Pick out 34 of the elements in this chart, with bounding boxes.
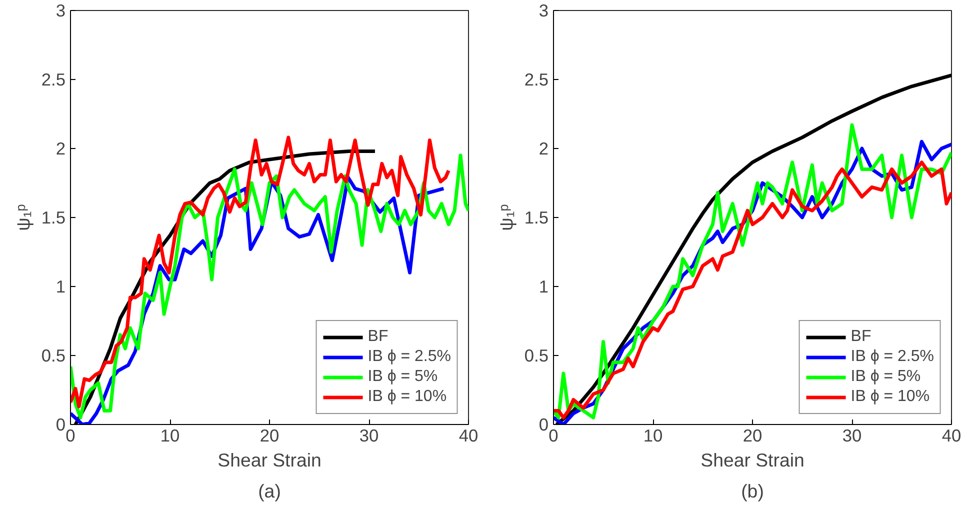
x-axis-title: Shear Strain <box>700 450 804 470</box>
y-tick-label: 1.5 <box>41 208 66 228</box>
legend-label: IB ϕ = 2.5% <box>850 348 934 366</box>
x-tick-label: 40 <box>458 426 478 446</box>
x-tick-label: 10 <box>160 426 180 446</box>
y-tick-label: 1.5 <box>524 208 549 228</box>
legend-label: IB ϕ = 10% <box>850 388 930 406</box>
x-tick-label: 30 <box>842 426 862 446</box>
y-tick-label: 1 <box>56 276 66 296</box>
x-tick-label: 30 <box>359 426 379 446</box>
y-tick-label: 2.5 <box>41 70 66 90</box>
y-tick-label: 2 <box>538 138 549 158</box>
legend-label: IB ϕ = 5% <box>850 368 921 386</box>
x-tick-label: 20 <box>260 426 280 446</box>
x-tick-label: 10 <box>643 426 663 446</box>
y-axis-title: ψ₁ᵖ <box>495 204 516 231</box>
x-axis-title: Shear Strain <box>218 450 322 470</box>
y-tick-label: 3 <box>56 0 66 20</box>
legend-label: BF <box>368 328 388 346</box>
x-tick-label: 40 <box>942 426 962 446</box>
y-tick-label: 2.5 <box>524 70 549 90</box>
y-axis-title: ψ₁ᵖ <box>12 204 34 231</box>
legend-label: IB ϕ = 10% <box>368 388 447 406</box>
legend-label: IB ϕ = 2.5% <box>368 348 451 366</box>
y-tick-label: 3 <box>538 0 549 20</box>
y-tick-label: 0.5 <box>41 346 66 366</box>
y-tick-label: 2 <box>56 138 66 158</box>
y-tick-label: 1 <box>538 276 549 296</box>
legend-label: IB ϕ = 5% <box>368 368 438 386</box>
text: (a) <box>258 480 281 502</box>
x-tick-label: 20 <box>742 426 762 446</box>
legend-label: BF <box>850 328 872 346</box>
y-tick-label: 0.5 <box>524 346 549 366</box>
text: (b) <box>741 480 764 502</box>
